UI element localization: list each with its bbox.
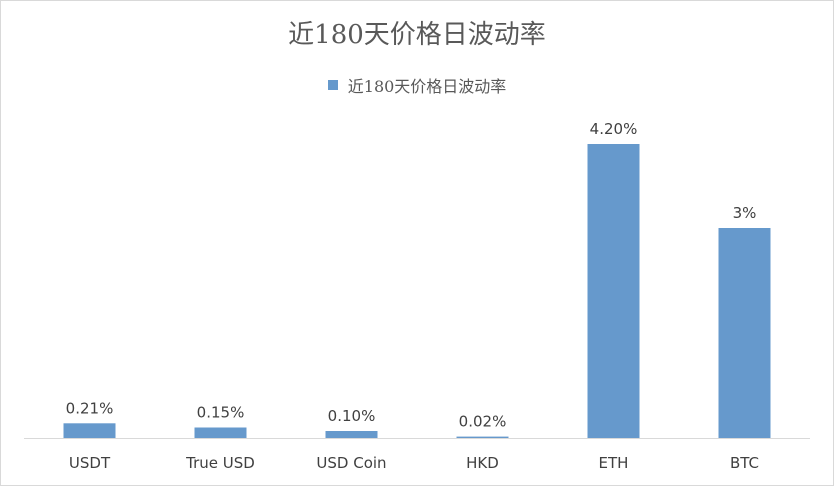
data-label: 0.15%: [197, 404, 245, 422]
data-label: 4.20%: [590, 120, 638, 138]
category-label: HKD: [466, 454, 499, 472]
category-label: BTC: [730, 454, 759, 472]
data-label: 0.10%: [328, 407, 376, 425]
bar-true-usd: [194, 427, 247, 438]
bar-usdt: [63, 423, 116, 438]
category-label: USDT: [69, 454, 111, 472]
legend-label: 近180天价格日波动率: [347, 77, 507, 96]
legend-swatch: [327, 80, 338, 90]
chart-title: 近180天价格日波动率: [288, 20, 546, 50]
category-label: True USD: [185, 454, 255, 472]
data-label: 0.21%: [66, 399, 114, 417]
bar-hkd: [456, 436, 509, 438]
category-label: USD Coin: [316, 454, 386, 472]
bar-eth: [587, 144, 640, 438]
data-label: 3%: [733, 204, 757, 222]
chart-legend: 近180天价格日波动率: [0, 73, 834, 97]
data-label: 0.02%: [459, 413, 507, 431]
category-label: ETH: [599, 454, 629, 472]
bar-btc: [718, 228, 771, 438]
bar-usd-coin: [325, 431, 378, 438]
